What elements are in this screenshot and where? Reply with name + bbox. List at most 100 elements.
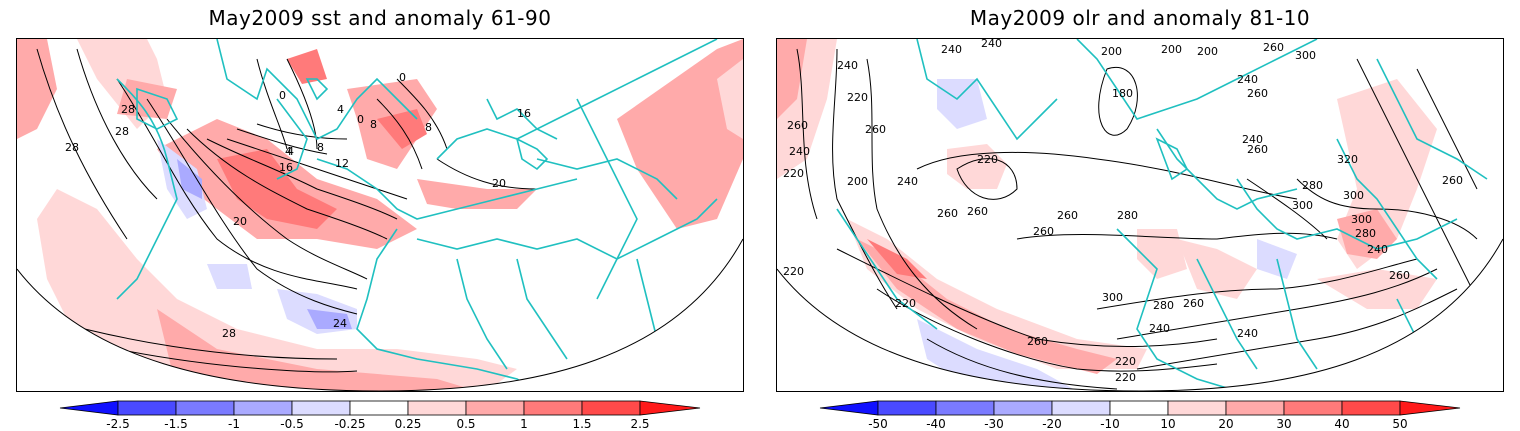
olr-panel: May2009 olr and anomaly 81-10 — [760, 0, 1520, 431]
contour-label: 240 — [941, 43, 962, 56]
colorbar-tick-label: 10 — [1160, 417, 1176, 431]
contour-label: 28 — [222, 327, 236, 340]
olr-coastlines — [836, 39, 1488, 391]
sst-anomaly-pos-region — [417, 179, 537, 209]
colorbar-tick-label: 50 — [1392, 417, 1408, 431]
contour-label: 240 — [897, 175, 918, 188]
outside-globe-mask — [380, 239, 743, 391]
contour-label: 260 — [1263, 41, 1284, 54]
contour-label: 4 — [287, 145, 294, 158]
contour-label: 16 — [517, 107, 531, 120]
contour-label: 260 — [1033, 225, 1054, 238]
contour-label: 220 — [1115, 371, 1136, 384]
contour-label: 300 — [1295, 49, 1316, 62]
contour-label: 4 — [337, 103, 344, 116]
colorbar-tick-label: 2.5 — [630, 417, 650, 431]
contour-label: 220 — [783, 265, 804, 278]
sst-coastlines — [116, 39, 718, 391]
contour-label: 260 — [1057, 209, 1078, 222]
contour-label: 300 — [1102, 291, 1123, 304]
olr-contour-labels: 240 240 200 200 200 260 240 300 180 240 … — [783, 39, 1463, 384]
contour-label: 0 — [399, 71, 406, 84]
contour-label: 260 — [1247, 87, 1268, 100]
olr-anomaly-neg-region — [937, 79, 987, 129]
sst-anomaly-pos-region — [717, 59, 743, 139]
contour-label: 260 — [1247, 143, 1268, 156]
contour-label: 20 — [233, 215, 247, 228]
olr-anomaly-pos-region — [1337, 209, 1397, 259]
sst-anomaly-neg-region — [207, 264, 252, 289]
contour-label: 280 — [1302, 179, 1323, 192]
colorbar-tick-label: 1.5 — [572, 417, 592, 431]
contour-label: 16 — [279, 161, 293, 174]
outside-globe-mask — [777, 269, 1140, 391]
sst-anomaly-pos-region — [157, 309, 477, 391]
contour-label: 180 — [1112, 87, 1133, 100]
colorbar-tick-label: 0.25 — [394, 417, 422, 431]
colorbar-tick-label: 20 — [1218, 417, 1234, 431]
contour-label: 260 — [937, 207, 958, 220]
colorbar-tick-label: 30 — [1276, 417, 1292, 431]
contour-label: 28 — [121, 103, 135, 116]
contour-label: 12 — [335, 157, 349, 170]
contour-label: 220 — [847, 91, 868, 104]
sst-anomaly-pos-region — [617, 39, 743, 229]
colorbar-tick-label: 0.5 — [456, 417, 476, 431]
contour-label: 280 — [1153, 299, 1174, 312]
contour-label: 220 — [895, 297, 916, 310]
contour-label: 240 — [789, 145, 810, 158]
olr-map-svg: 240 240 200 200 200 260 240 300 180 240 … — [777, 39, 1503, 391]
contour-label: 200 — [1101, 45, 1122, 58]
contour-label: 8 — [317, 141, 324, 154]
contour-label: 280 — [1117, 209, 1138, 222]
colorbar-tick-label: -0.25 — [334, 417, 366, 431]
contour-label: 200 — [1197, 45, 1218, 58]
contour-label: 240 — [981, 39, 1002, 50]
contour-label: 28 — [115, 125, 129, 138]
colorbar-tick-label: -40 — [926, 417, 946, 431]
contour-label: 300 — [1343, 189, 1364, 202]
contour-label: 260 — [967, 205, 988, 218]
globe-outline — [17, 238, 743, 391]
contour-label: 200 — [847, 175, 868, 188]
contour-label: 8 — [370, 118, 377, 131]
contour-label: 220 — [977, 153, 998, 166]
olr-anomaly-pos-region — [777, 39, 807, 119]
colorbar-tick-label: -30 — [984, 417, 1004, 431]
colorbar-tick-label: 40 — [1334, 417, 1350, 431]
sst-anomaly-pos-region — [37, 189, 517, 391]
sst-anomaly-pos-region — [17, 39, 57, 139]
contour-label: 240 — [1367, 243, 1388, 256]
outside-globe-mask — [17, 269, 380, 391]
contour-label: 0 — [279, 89, 286, 102]
contour-label: 240 — [1149, 322, 1170, 335]
outside-globe-mask — [1140, 239, 1503, 391]
sst-contours — [36, 48, 538, 373]
contour-label: 4 — [285, 145, 292, 158]
sst-panel: May2009 sst and anomaly 61-90 — [0, 0, 760, 431]
sst-anomaly-neg-region — [177, 159, 202, 199]
sst-colorbar — [59, 400, 701, 416]
olr-anomaly-pos-region — [1137, 229, 1187, 279]
colorbar-tick-label: -0.5 — [280, 417, 304, 431]
contour-label: 300 — [1292, 199, 1313, 212]
sst-map-svg: 28 28 28 0 0 0 4 4 8 8 4 8 12 16 16 20 2… — [17, 39, 743, 391]
sst-anomaly-neg-region — [307, 309, 352, 329]
contour-label: 260 — [865, 123, 886, 136]
contour-label: 260 — [1027, 335, 1048, 348]
contour-label: 260 — [1183, 297, 1204, 310]
contour-label: 24 — [333, 317, 347, 330]
olr-anomaly-pos-region — [947, 144, 1007, 189]
sst-map: 28 28 28 0 0 0 4 4 8 8 4 8 12 16 16 20 2… — [16, 38, 744, 392]
contour-label: 260 — [1389, 269, 1410, 282]
colorbar-tick-label: -1 — [228, 417, 240, 431]
olr-anomaly-pos-region — [1177, 239, 1257, 299]
contour-label: 220 — [783, 167, 804, 180]
contour-label: 320 — [1337, 153, 1358, 166]
contour-label: 240 — [837, 59, 858, 72]
olr-anomaly-pos-region — [867, 239, 927, 279]
contour-label: 8 — [425, 121, 432, 134]
contour-label: 200 — [1161, 43, 1182, 56]
sst-contour-labels: 28 28 28 0 0 0 4 4 8 8 4 8 12 16 16 20 2… — [65, 71, 531, 340]
olr-map: 240 240 200 200 200 260 240 300 180 240 … — [776, 38, 1504, 392]
